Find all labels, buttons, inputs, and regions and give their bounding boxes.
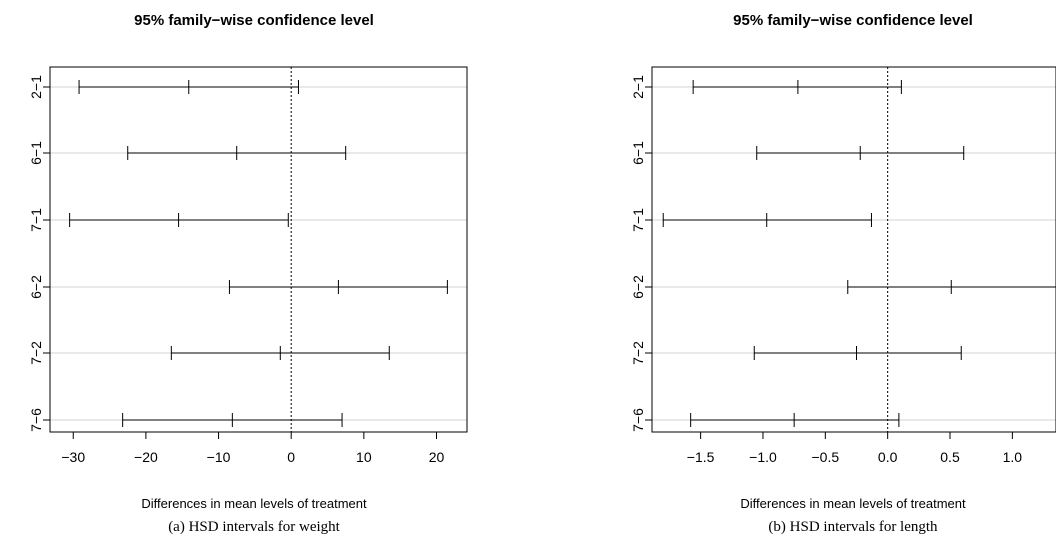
y-tick-label: 7−6 <box>28 408 44 432</box>
plot-frame <box>651 66 1056 433</box>
x-axis-label: Differences in mean levels of treatment <box>141 496 367 511</box>
y-tick-label: 7−2 <box>630 341 646 365</box>
x-tick-label: 0 <box>287 449 295 465</box>
x-axis-label: Differences in mean levels of treatment <box>740 496 966 511</box>
x-tick-label: 1.0 <box>1003 449 1023 465</box>
figure-caption: (b) HSD intervals for length <box>768 519 938 535</box>
figure-caption: (a) HSD intervals for weight <box>168 519 340 535</box>
chart-title: 95% family−wise confidence level <box>733 12 973 29</box>
x-tick-label: −20 <box>134 449 158 465</box>
chart-title: 95% family−wise confidence level <box>134 12 374 29</box>
y-tick-label: 2−1 <box>28 75 44 99</box>
x-tick-label: −1.5 <box>687 449 715 465</box>
y-tick-label: 7−2 <box>28 341 44 365</box>
chart-panel-2: 95% family−wise confidence level 2−1 6−1 7−… <box>630 12 1056 535</box>
x-tick-label: 20 <box>429 449 445 465</box>
x-tick-label: 0.0 <box>878 449 898 465</box>
y-tick-label: 7−1 <box>630 208 646 232</box>
x-tick-label: 0.5 <box>940 449 960 465</box>
plot-frame <box>49 66 468 433</box>
y-tick-label: 6−2 <box>28 275 44 299</box>
x-tick-label: −30 <box>61 449 85 465</box>
y-tick-label: 6−1 <box>28 141 44 165</box>
x-tick-label: −0.5 <box>812 449 840 465</box>
y-tick-label: 7−6 <box>630 408 646 432</box>
y-tick-label: 2−1 <box>630 75 646 99</box>
x-tick-label: −1.0 <box>749 449 777 465</box>
x-tick-label: 10 <box>356 449 372 465</box>
y-tick-label: 6−1 <box>630 141 646 165</box>
x-tick-label: −10 <box>207 449 231 465</box>
y-tick-label: 6−2 <box>630 275 646 299</box>
chart-panel-1: 95% family−wise confidence level 2−1 6−1 7−… <box>28 12 468 535</box>
y-tick-label: 7−1 <box>28 208 44 232</box>
